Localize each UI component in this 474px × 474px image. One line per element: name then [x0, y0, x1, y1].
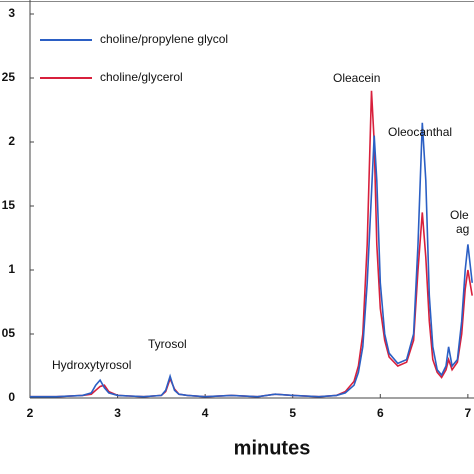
x-tick-label: 2	[27, 406, 34, 420]
y-tick-label: 2	[8, 134, 15, 148]
series-line	[30, 122, 473, 398]
y-tick-label: 0	[8, 390, 15, 404]
x-tick-label: 7	[465, 406, 472, 420]
y-tick-label: 3	[8, 6, 15, 20]
y-tick-label: 05	[2, 326, 16, 340]
y-tick-label: 25	[2, 70, 16, 84]
annotation: Ole	[450, 208, 469, 222]
annotation: Oleacein	[333, 71, 380, 85]
y-tick-label: 15	[2, 198, 16, 212]
annotation: Oleocanthal	[388, 125, 452, 139]
x-tick-label: 4	[202, 406, 209, 420]
y-tick-label: 1	[8, 262, 15, 276]
x-tick-label: 3	[114, 406, 121, 420]
annotation: Tyrosol	[148, 337, 187, 351]
legend-label: choline/glycerol	[100, 70, 183, 84]
x-axis-label: minutes	[234, 437, 311, 459]
x-tick-label: 5	[289, 406, 296, 420]
x-tick-label: 6	[377, 406, 384, 420]
annotation: ag	[456, 222, 469, 236]
annotation: Hydroxytyrosol	[52, 358, 131, 372]
legend-label: choline/propylene glycol	[100, 32, 228, 46]
